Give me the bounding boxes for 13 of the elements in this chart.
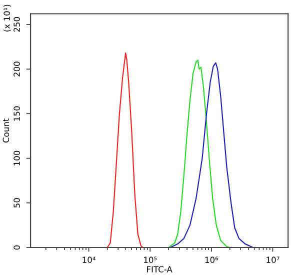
y-tick-label: 200	[14, 62, 20, 76]
x-tick-label: 10⁷	[266, 256, 280, 263]
y-tick-label: 150	[14, 106, 20, 121]
y-tick-label: 100	[14, 150, 20, 166]
x-tick-label: 10⁶	[205, 256, 218, 263]
y-tick-label: 250	[14, 17, 20, 32]
x-axis-title: FITC-A	[147, 266, 172, 272]
text: (x 10¹)	[4, 4, 11, 32]
x-tick-label: 10⁴	[82, 256, 96, 263]
x-tick-label: 10⁵	[144, 256, 157, 263]
y-axis-title: Count	[2, 118, 10, 143]
y-tick-label: 50	[14, 198, 20, 208]
y-tick-label: 0	[14, 245, 20, 250]
